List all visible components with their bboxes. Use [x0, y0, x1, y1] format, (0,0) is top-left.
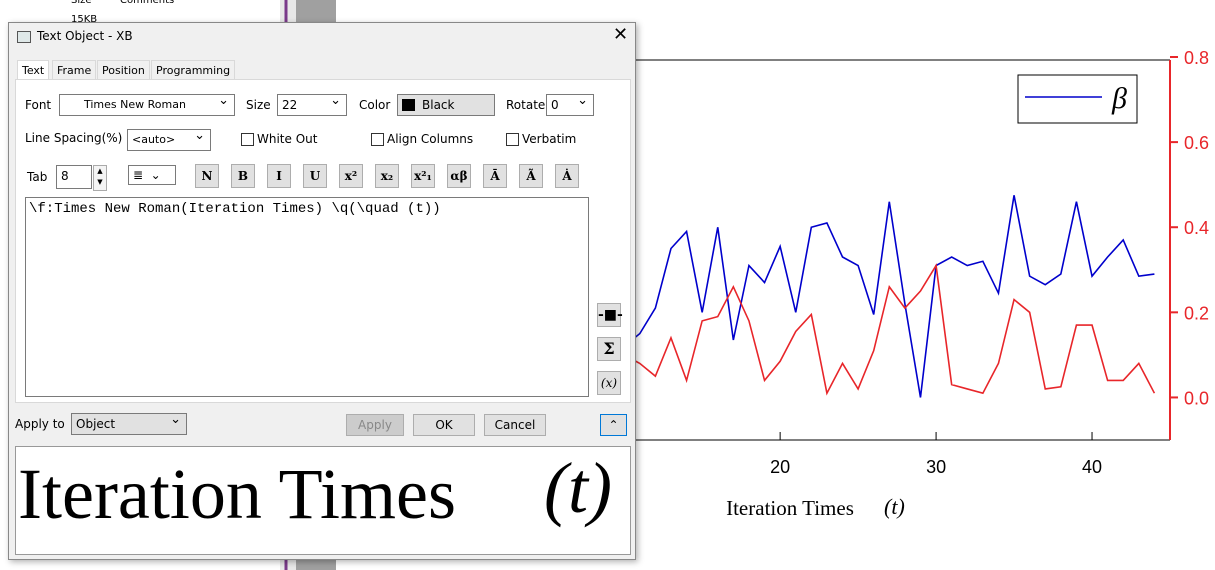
side-button[interactable]: (x): [597, 371, 621, 395]
format-button[interactable]: N: [195, 164, 219, 188]
legend-box: [1017, 74, 1138, 124]
file-size: 15KB: [71, 14, 97, 25]
apply-to-label: Apply to: [15, 417, 65, 431]
spinner[interactable]: ▲ ▼: [93, 165, 107, 191]
format-button[interactable]: x₂: [375, 164, 399, 188]
tab-label: Tab: [27, 170, 48, 184]
dialog-title: Text Object - XB: [37, 29, 133, 43]
tab-input[interactable]: 8: [56, 165, 92, 189]
format-button[interactable]: Ȧ: [555, 164, 579, 188]
format-button[interactable]: B: [231, 164, 255, 188]
preview-symbol: (t): [544, 448, 612, 528]
tab[interactable]: Frame: [52, 60, 97, 80]
dialog-icon: [17, 31, 31, 43]
close-button[interactable]: ✕: [613, 24, 629, 45]
x-axis-label: Iteration Times: [726, 496, 854, 520]
line-spacing-label: Line Spacing(%): [25, 131, 123, 145]
side-button[interactable]: Σ: [597, 337, 621, 361]
text-content: \f:Times New Roman(Iteration Times) \q(\…: [29, 201, 441, 217]
y-tick-label: 0.2: [1184, 303, 1209, 323]
checkbox-label: White Out: [257, 132, 318, 146]
ok-button[interactable]: OK: [413, 414, 475, 436]
checkbox[interactable]: [506, 133, 519, 146]
text-area[interactable]: \f:Times New Roman(Iteration Times) \q(\…: [25, 197, 589, 397]
column-header: Comments: [120, 0, 174, 6]
color-select[interactable]: Black: [397, 94, 495, 116]
color-swatch: [402, 99, 415, 111]
format-button[interactable]: x²: [339, 164, 363, 188]
size-label: Size: [246, 98, 271, 112]
tab[interactable]: Text: [17, 60, 50, 81]
insert-button[interactable]: -■-: [597, 303, 623, 327]
x-tick-label: 30: [926, 457, 946, 477]
y-tick-label: 0.0: [1184, 388, 1209, 408]
font-select[interactable]: Times New Roman: [59, 91, 235, 116]
apply-to-select[interactable]: Object: [71, 410, 187, 435]
checkbox-label: Align Columns: [387, 132, 474, 146]
y-tick-label: 0.4: [1184, 218, 1209, 238]
y-tick-label: 0.8: [1184, 48, 1209, 68]
data-line: [623, 263, 1156, 396]
format-button[interactable]: I: [267, 164, 291, 188]
rotate-label: Rotate: [506, 98, 546, 112]
text-object-dialog: Text Object - XB ✕ Text Frame Position P…: [8, 22, 636, 560]
rotate-select[interactable]: 0: [546, 91, 594, 116]
format-button[interactable]: Ã: [519, 164, 543, 188]
checkbox-label: Verbatim: [522, 132, 577, 146]
preview-box: Iteration Times (t): [15, 446, 631, 555]
x-tick-label: 20: [770, 457, 790, 477]
checkbox[interactable]: [371, 133, 384, 146]
format-button[interactable]: x²₁: [411, 164, 435, 188]
x-tick-label: 40: [1082, 457, 1102, 477]
tab[interactable]: Position: [97, 60, 150, 80]
size-select[interactable]: 22: [277, 91, 347, 116]
collapse-button[interactable]: ⌃: [600, 414, 627, 436]
legend-label: β: [1111, 82, 1127, 115]
font-label: Font: [25, 98, 52, 112]
format-button[interactable]: U: [303, 164, 327, 188]
line-spacing-select[interactable]: <auto>: [127, 126, 211, 151]
align-select[interactable]: ≣ ⌄: [128, 165, 176, 185]
data-line: [623, 195, 1155, 398]
preview-text: Iteration Times: [18, 454, 457, 534]
tab[interactable]: Programming: [151, 60, 236, 80]
checkbox[interactable]: [241, 133, 254, 146]
format-button[interactable]: αβ: [447, 164, 471, 188]
format-button[interactable]: Ā: [483, 164, 507, 188]
column-header: Size: [71, 0, 92, 6]
color-label: Color: [359, 98, 391, 112]
cancel-button[interactable]: Cancel: [484, 414, 546, 436]
y-tick-label: 0.6: [1184, 133, 1209, 153]
apply-button[interactable]: Apply: [346, 414, 404, 436]
x-axis-label-symbol: (t): [884, 494, 905, 519]
